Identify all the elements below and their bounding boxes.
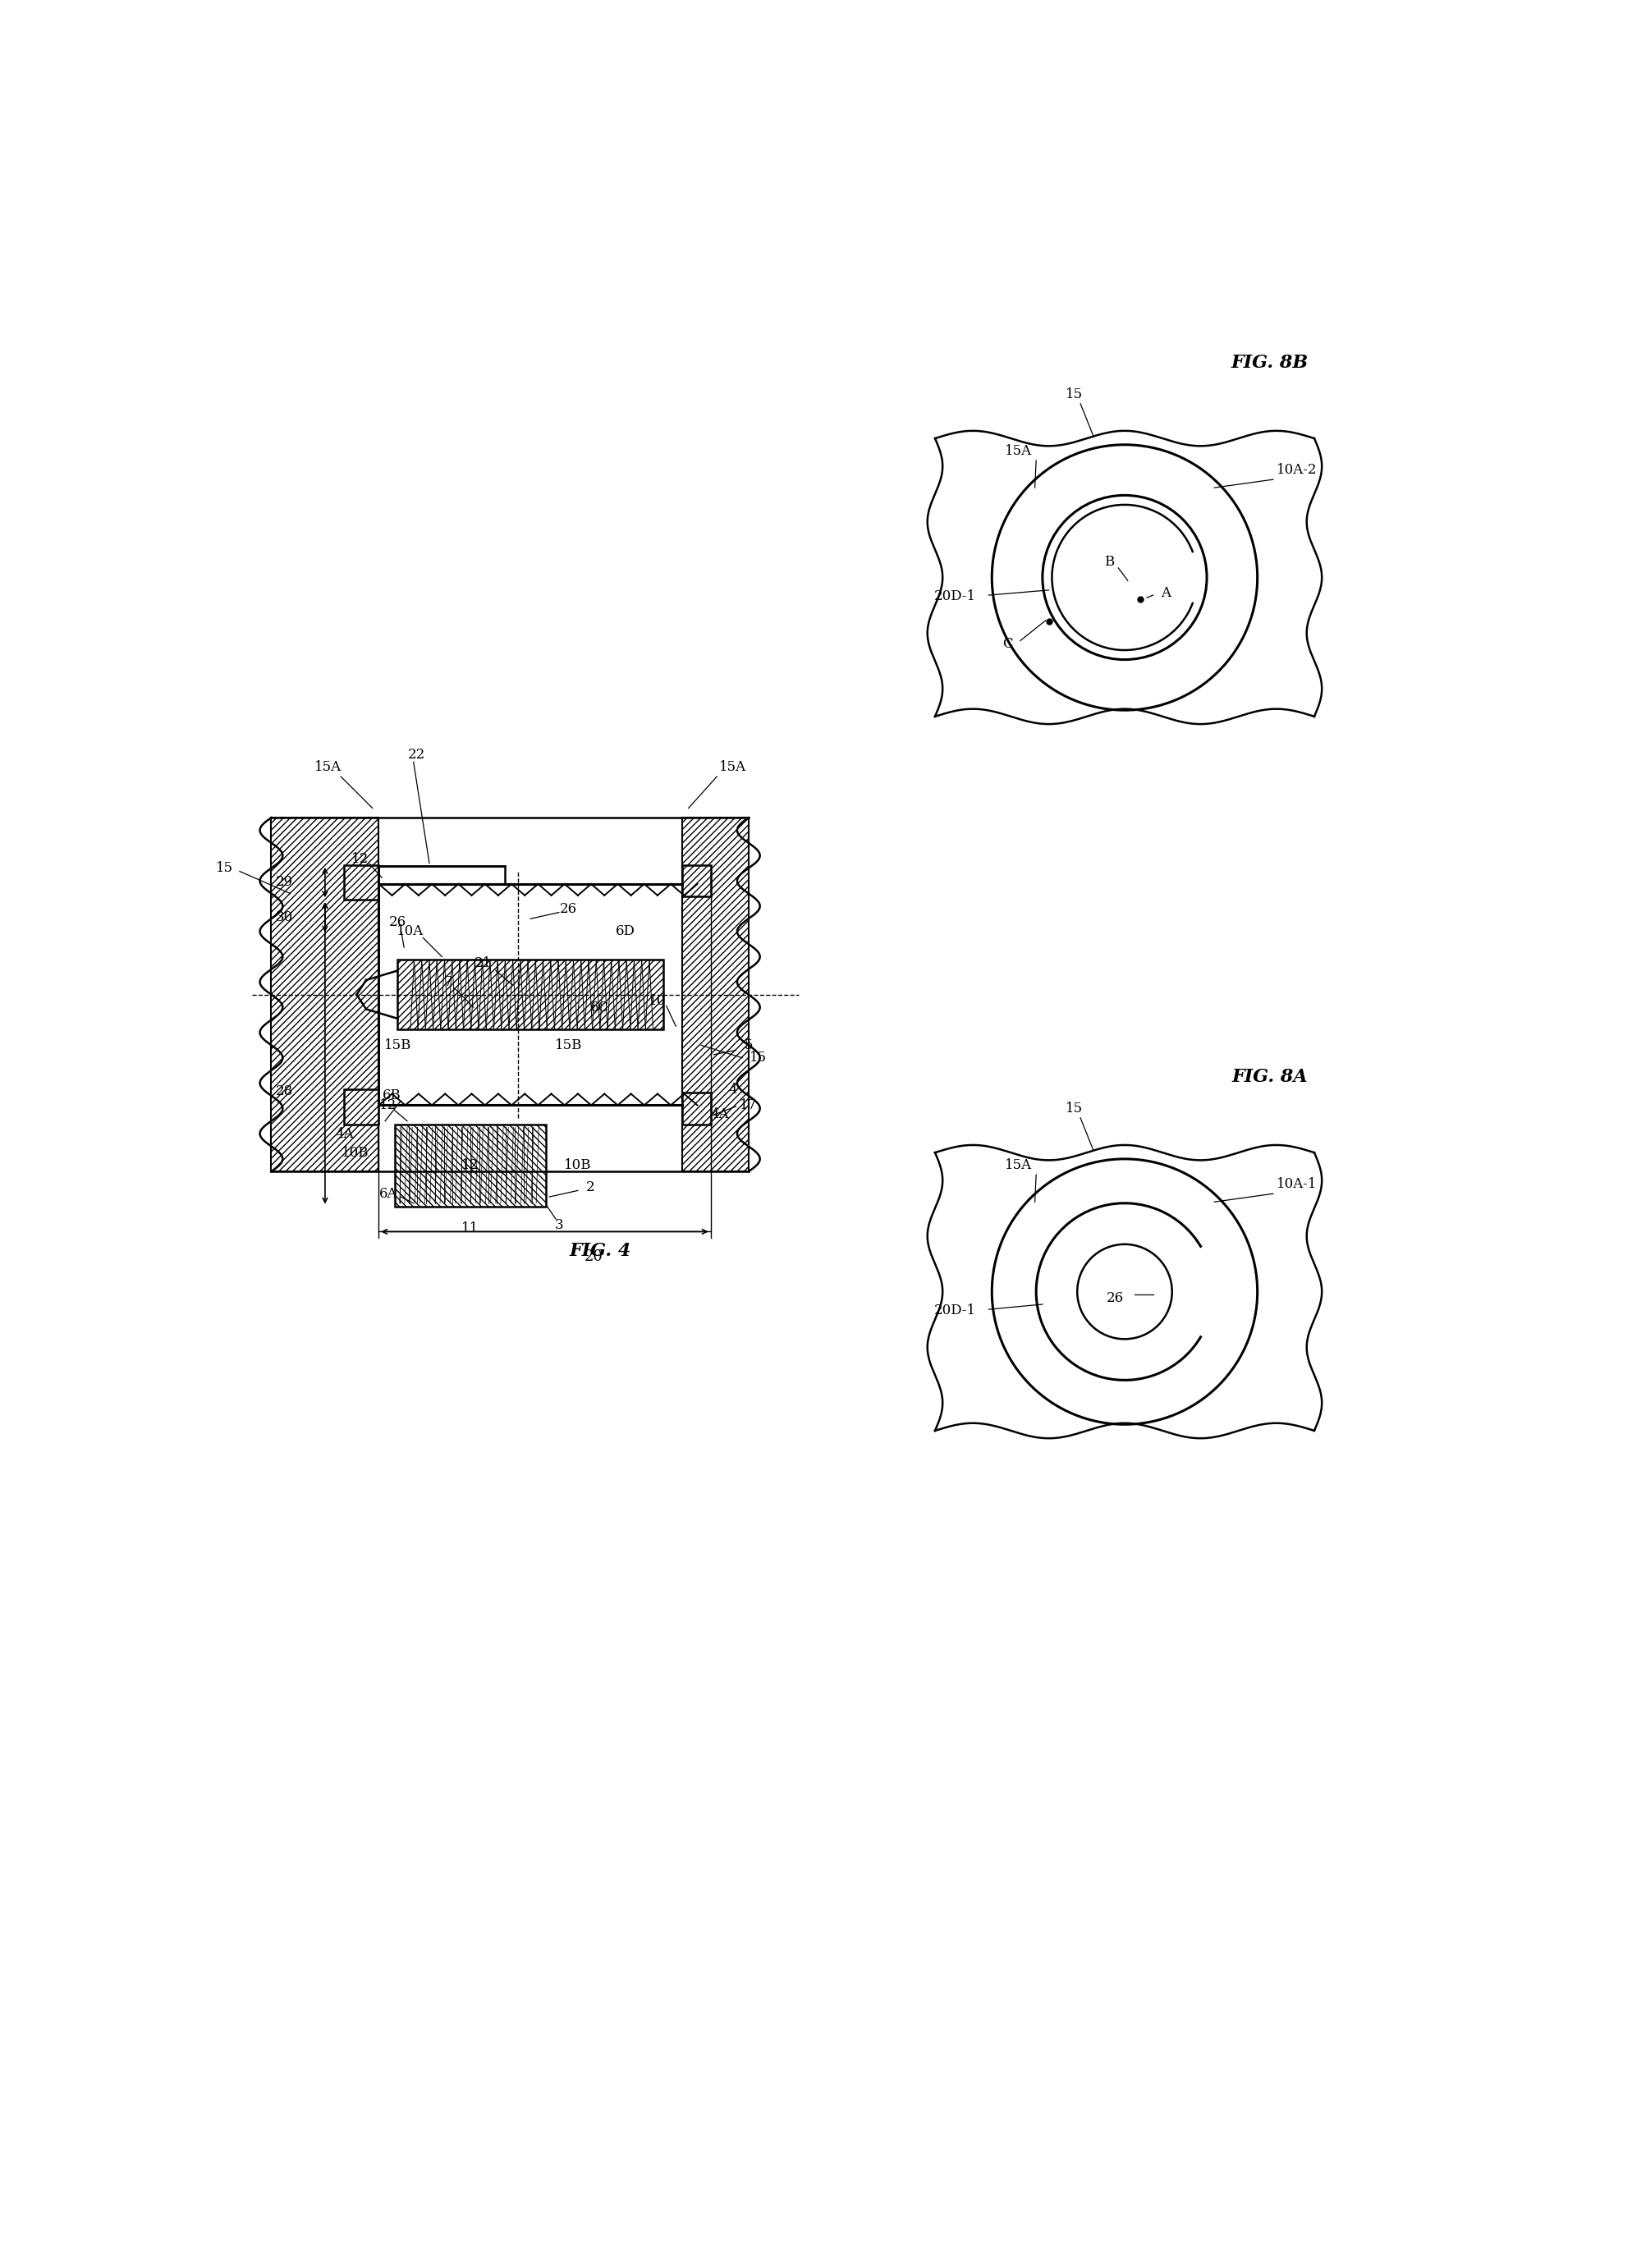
Polygon shape: [682, 1093, 710, 1125]
Polygon shape: [379, 866, 506, 885]
Text: 30: 30: [276, 909, 294, 923]
Text: 12: 12: [462, 1159, 480, 1173]
Polygon shape: [344, 864, 379, 900]
Text: 15: 15: [1066, 1102, 1082, 1116]
Text: FIG. 4: FIG. 4: [570, 1241, 632, 1259]
Text: 12: 12: [351, 853, 369, 866]
Text: 4A: 4A: [712, 1107, 730, 1123]
Text: 15B: 15B: [384, 1039, 411, 1052]
Text: 6A: 6A: [379, 1186, 398, 1200]
Text: 10A-1: 10A-1: [1276, 1177, 1317, 1191]
Text: A: A: [1160, 585, 1170, 601]
Text: 5: 5: [744, 1039, 752, 1052]
Text: 4: 4: [728, 1082, 738, 1095]
Polygon shape: [344, 1089, 379, 1125]
Text: 15: 15: [215, 862, 233, 875]
Text: 3: 3: [555, 1218, 563, 1232]
Polygon shape: [682, 819, 749, 1173]
Text: 11: 11: [462, 1222, 480, 1236]
Text: 21: 21: [475, 957, 491, 971]
Text: 10A-2: 10A-2: [1276, 463, 1317, 476]
Text: 4A: 4A: [335, 1127, 354, 1141]
Text: 12: 12: [380, 1098, 397, 1111]
Text: 15: 15: [1066, 388, 1082, 401]
Text: FIG. 8B: FIG. 8B: [1232, 354, 1309, 372]
Text: 10B: 10B: [565, 1159, 592, 1173]
Text: 15A: 15A: [1005, 445, 1031, 458]
Text: 17: 17: [739, 1098, 757, 1111]
Text: 20D-1: 20D-1: [934, 590, 976, 603]
Text: 22: 22: [408, 748, 426, 762]
Text: 6C: 6C: [591, 1000, 609, 1014]
Text: 26: 26: [1106, 1290, 1124, 1304]
Text: 10B: 10B: [341, 1145, 369, 1159]
Text: 26: 26: [560, 903, 578, 916]
Text: 6B: 6B: [382, 1089, 401, 1102]
Polygon shape: [682, 864, 710, 896]
Text: 10: 10: [648, 993, 666, 1007]
Text: 15B: 15B: [555, 1039, 583, 1052]
Text: 20D-1: 20D-1: [934, 1304, 976, 1318]
Polygon shape: [271, 819, 379, 1173]
Text: 15A: 15A: [1005, 1159, 1031, 1173]
Text: 6D: 6D: [615, 925, 635, 939]
Text: 26: 26: [388, 914, 406, 930]
Text: 2: 2: [586, 1179, 596, 1195]
Text: FIG. 8A: FIG. 8A: [1232, 1068, 1309, 1086]
Text: C: C: [1002, 637, 1013, 651]
Text: 20: 20: [584, 1250, 604, 1263]
Text: 15: 15: [749, 1050, 767, 1064]
Text: 29: 29: [276, 875, 294, 889]
Text: 15A: 15A: [720, 760, 746, 773]
Text: 15A: 15A: [315, 760, 341, 773]
Text: 10A: 10A: [397, 925, 424, 939]
Text: 7: 7: [444, 975, 452, 989]
Polygon shape: [395, 1125, 547, 1207]
Text: B: B: [1103, 556, 1115, 569]
Polygon shape: [398, 959, 663, 1030]
Text: 28: 28: [276, 1084, 294, 1098]
